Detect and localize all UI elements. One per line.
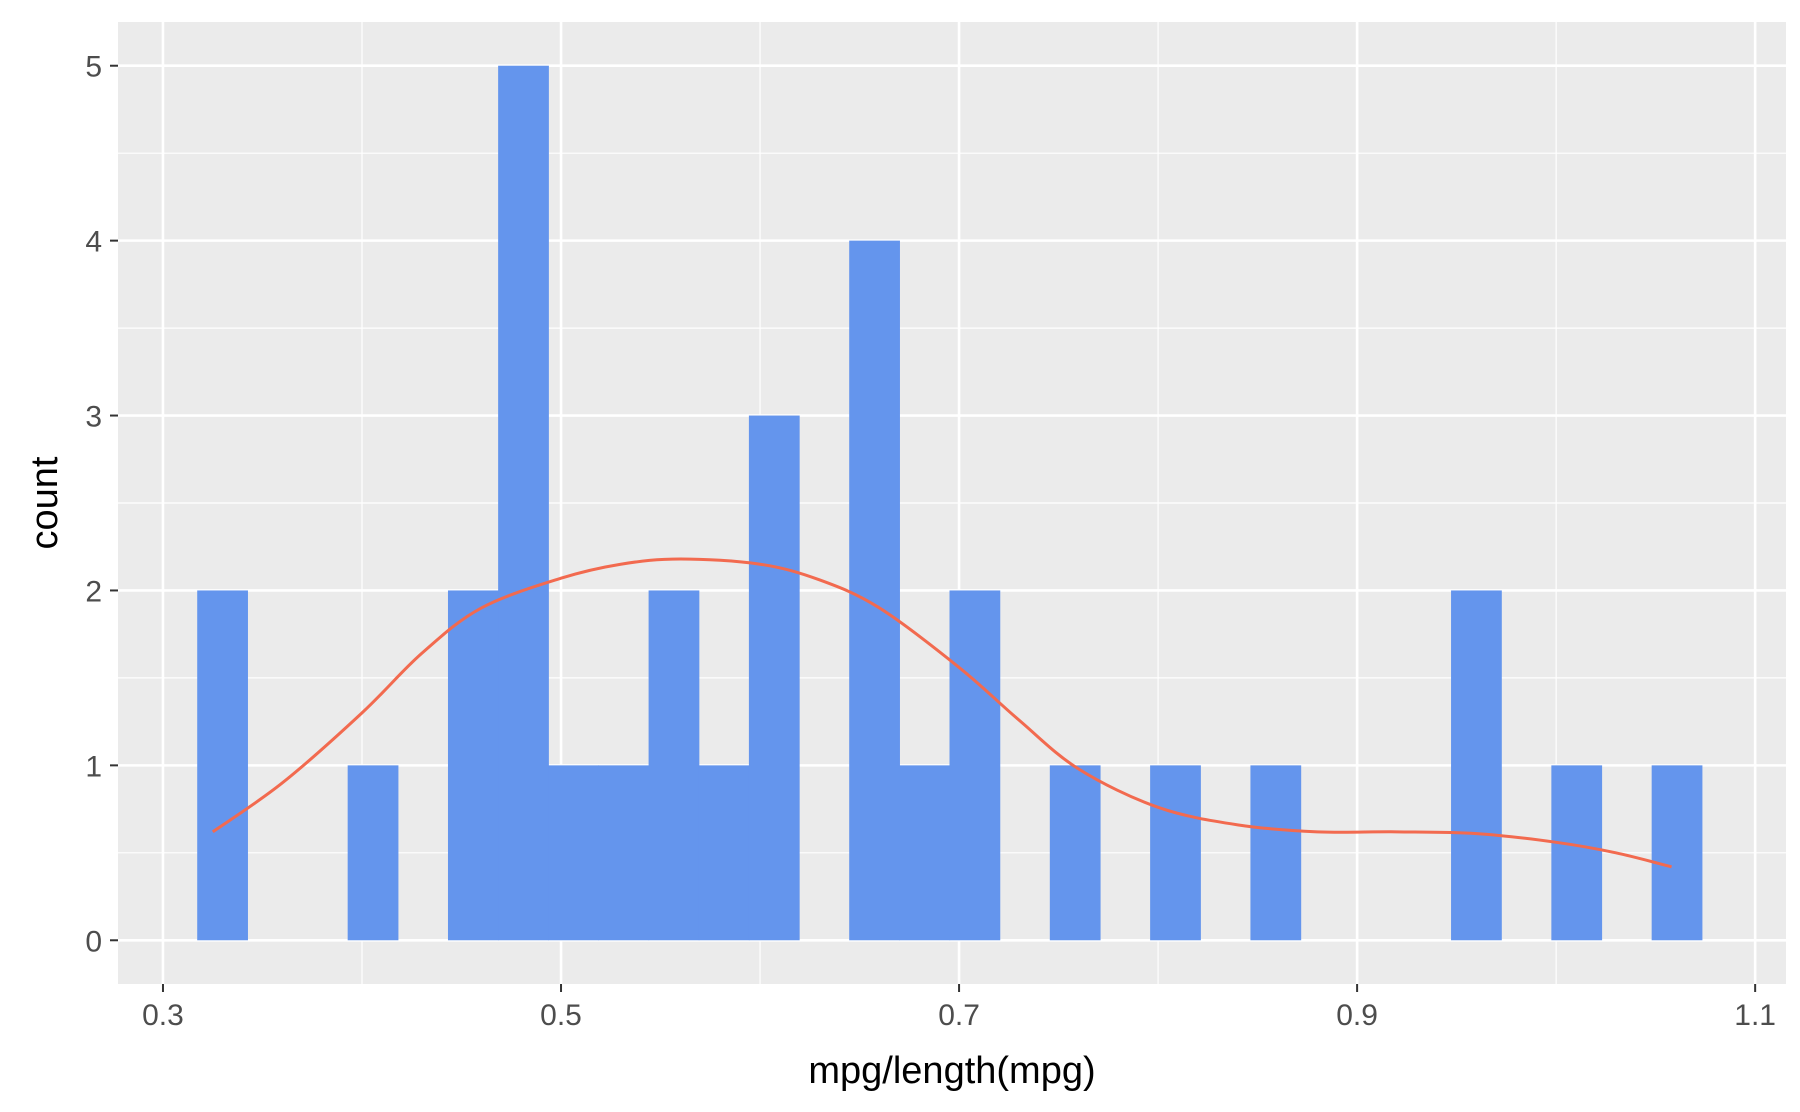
y-tick-label: 5 [85,51,102,84]
x-tick-label: 0.5 [540,999,582,1032]
histogram-bar [899,765,951,941]
y-tick-label: 3 [85,401,102,434]
y-tick-label: 0 [85,925,102,958]
histogram-bars [197,65,1703,941]
y-axis-title: count [24,456,66,549]
histogram-bar [1451,590,1502,941]
histogram-bar [347,765,399,941]
histogram-bar [849,240,900,941]
y-tick-label: 2 [85,575,102,608]
histogram-bar [598,765,650,941]
y-tick-label: 1 [85,750,102,783]
y-tick-label: 4 [85,226,102,259]
histogram-bar [447,590,499,941]
x-tick-label: 0.3 [142,999,184,1032]
histogram-bar [949,590,1001,941]
histogram-bar [748,415,800,941]
histogram-bar [648,590,700,941]
x-tick-label: 1.1 [1734,999,1776,1032]
histogram-bar [1049,765,1101,941]
histogram-bar [698,765,750,941]
x-axis: 0.3 0.5 0.7 0.9 1.1 [142,984,1776,1032]
x-axis-title: mpg/length(mpg) [808,1050,1095,1092]
histogram-bar [1651,765,1703,941]
histogram-bar [1551,765,1603,941]
histogram-bar [1250,765,1302,941]
density-curve [211,557,1672,869]
histogram-bar [498,65,549,941]
histogram-bar [548,765,600,941]
y-axis: 0 1 2 3 4 5 [85,51,118,958]
x-tick-label: 0.9 [1336,999,1378,1032]
x-tick-label: 0.7 [938,999,980,1032]
histogram-bar [197,590,248,941]
histogram-bar [1150,765,1201,941]
